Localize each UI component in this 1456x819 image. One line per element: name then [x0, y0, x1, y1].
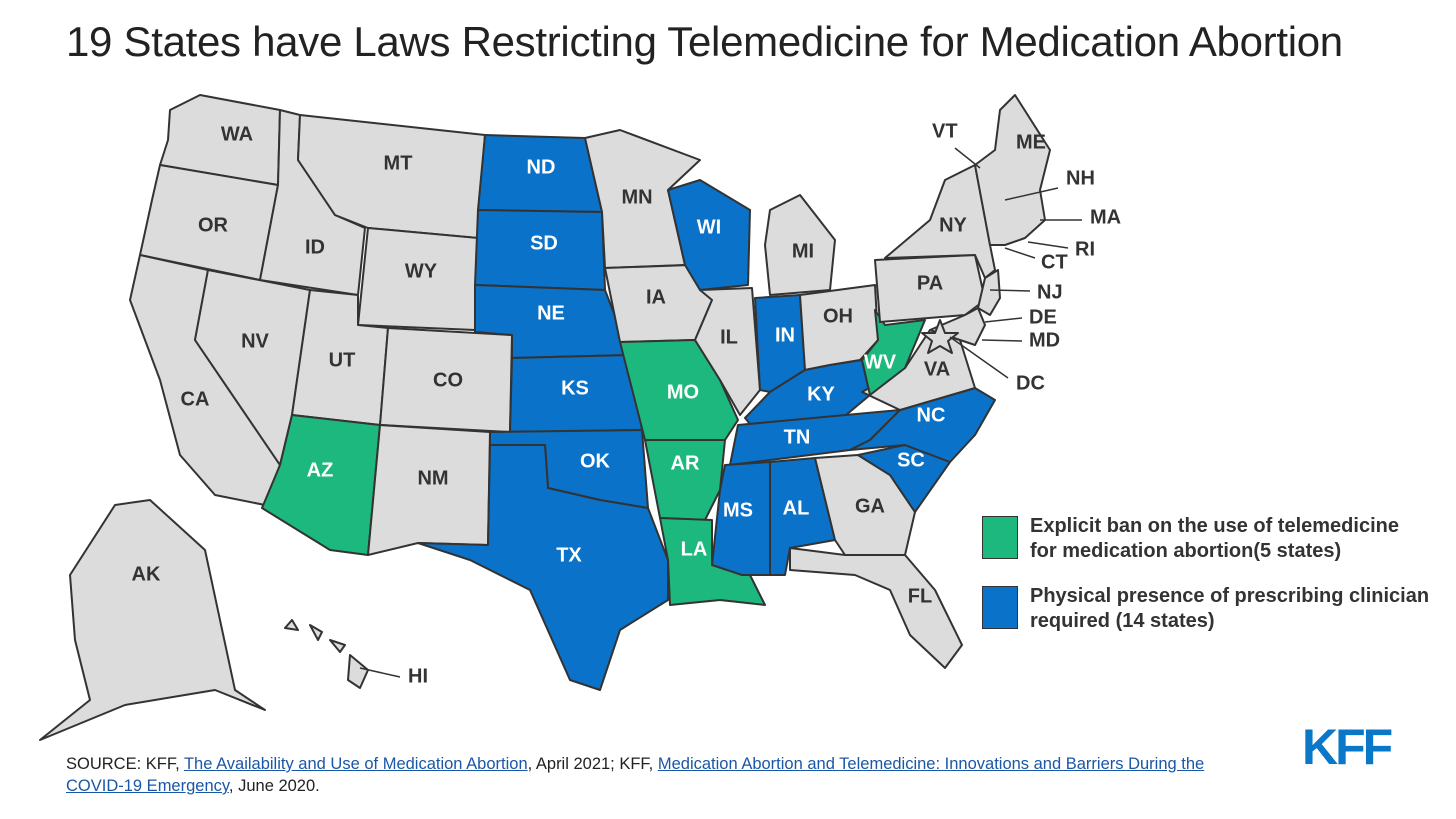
state-label-ut: UT [329, 349, 356, 371]
state-label-al: AL [783, 497, 810, 519]
state-label-ia: IA [646, 286, 666, 308]
state-label-tx: TX [556, 544, 582, 566]
state-label-ne: NE [537, 302, 565, 324]
state-label-wa: WA [221, 123, 253, 145]
state-HI[interactable] [284, 619, 369, 689]
leader-line-ri [1027, 241, 1069, 249]
callout-label-ri: RI [1075, 238, 1095, 260]
state-TX[interactable] [417, 444, 669, 691]
leader-line-ct [1004, 247, 1036, 259]
state-WV[interactable] [861, 309, 926, 396]
state-DE-MD[interactable] [929, 307, 986, 346]
leader-line-vt [954, 147, 981, 169]
state-NM[interactable] [367, 424, 491, 556]
state-label-ar: AR [671, 452, 700, 474]
state-label-ny: NY [939, 214, 967, 236]
callout-label-dc: DC [1016, 372, 1045, 394]
state-label-mi: MI [792, 240, 814, 262]
state-label-fl: FL [908, 585, 932, 607]
state-LA[interactable] [659, 517, 766, 606]
state-label-va: VA [924, 358, 950, 380]
state-label-or: OR [198, 214, 229, 236]
state-label-mn: MN [621, 186, 652, 208]
callout-label-vt: VT [932, 120, 958, 142]
callout-label-md: MD [1029, 329, 1060, 351]
state-label-ks: KS [561, 377, 589, 399]
state-label-pa: PA [917, 272, 943, 294]
state-label-ak: AK [132, 563, 161, 585]
state-NJ[interactable] [977, 269, 1001, 316]
legend-label-presence: Physical presence of prescribing clinici… [1030, 585, 1430, 632]
source-link-2[interactable]: Medication Abortion and Telemedicine: In… [66, 755, 1205, 795]
leader-line-hi [359, 667, 401, 678]
state-label-sd: SD [530, 232, 558, 254]
state-label-co: CO [433, 369, 463, 391]
state-label-oh: OH [823, 305, 853, 327]
state-label-wi: WI [697, 216, 721, 238]
state-label-id: ID [305, 236, 325, 258]
leader-line-md [981, 339, 1023, 342]
leader-line-dc [949, 336, 1009, 379]
leader-line-de [984, 317, 1023, 323]
state-label-nv: NV [241, 330, 269, 352]
state-label-me: ME [1016, 131, 1046, 153]
legend-swatch-ban [982, 516, 1018, 559]
state-label-nm: NM [417, 467, 448, 489]
state-label-nc: NC [917, 404, 946, 426]
source-prefix: SOURCE: KFF, [66, 755, 184, 773]
source-suffix: , June 2020. [228, 777, 320, 795]
callout-label-hi: HI [408, 665, 428, 687]
callout-label-nj: NJ [1037, 281, 1063, 303]
state-WI[interactable] [667, 179, 751, 291]
callout-label-nh: NH [1066, 167, 1095, 189]
state-label-in: IN [775, 324, 795, 346]
state-label-wv: WV [864, 351, 897, 373]
state-label-la: LA [681, 538, 708, 560]
state-NE_states[interactable] [974, 94, 1051, 246]
state-FL[interactable] [789, 547, 963, 669]
state-NC[interactable] [849, 387, 996, 463]
state-IL[interactable] [694, 287, 761, 416]
state-label-il: IL [720, 326, 738, 348]
state-label-ky: KY [807, 383, 835, 405]
state-AK[interactable] [39, 499, 266, 741]
map-title: 19 States have Laws Restricting Telemedi… [66, 18, 1343, 65]
legend-swatch-presence [982, 586, 1018, 629]
dc-star [921, 319, 959, 354]
state-label-sc: SC [897, 449, 925, 471]
state-label-mo: MO [667, 381, 699, 403]
state-label-ok: OK [580, 450, 611, 472]
source-note: SOURCE: KFF, The Availability and Use of… [66, 753, 1256, 797]
state-label-nd: ND [527, 156, 556, 178]
callout-label-de: DE [1029, 306, 1057, 328]
state-label-mt: MT [384, 152, 413, 174]
leader-line-nh [1004, 187, 1059, 201]
legend-label-ban: Explicit ban on the use of telemedicine … [1030, 515, 1399, 562]
callout-label-ct: CT [1041, 251, 1068, 273]
state-label-ms: MS [723, 499, 753, 521]
callout-label-ma: MA [1090, 206, 1121, 228]
state-AR[interactable] [644, 439, 726, 521]
state-label-tn: TN [784, 426, 811, 448]
state-label-ga: GA [855, 495, 885, 517]
kff-logo: KFF [1302, 719, 1393, 775]
leader-line-nj [989, 289, 1031, 292]
source-link-1[interactable]: The Availability and Use of Medication A… [183, 755, 528, 773]
state-label-wy: WY [405, 260, 438, 282]
state-label-ca: CA [181, 388, 210, 410]
source-mid: , April 2021; KFF, [527, 755, 658, 773]
state-label-az: AZ [307, 459, 334, 481]
